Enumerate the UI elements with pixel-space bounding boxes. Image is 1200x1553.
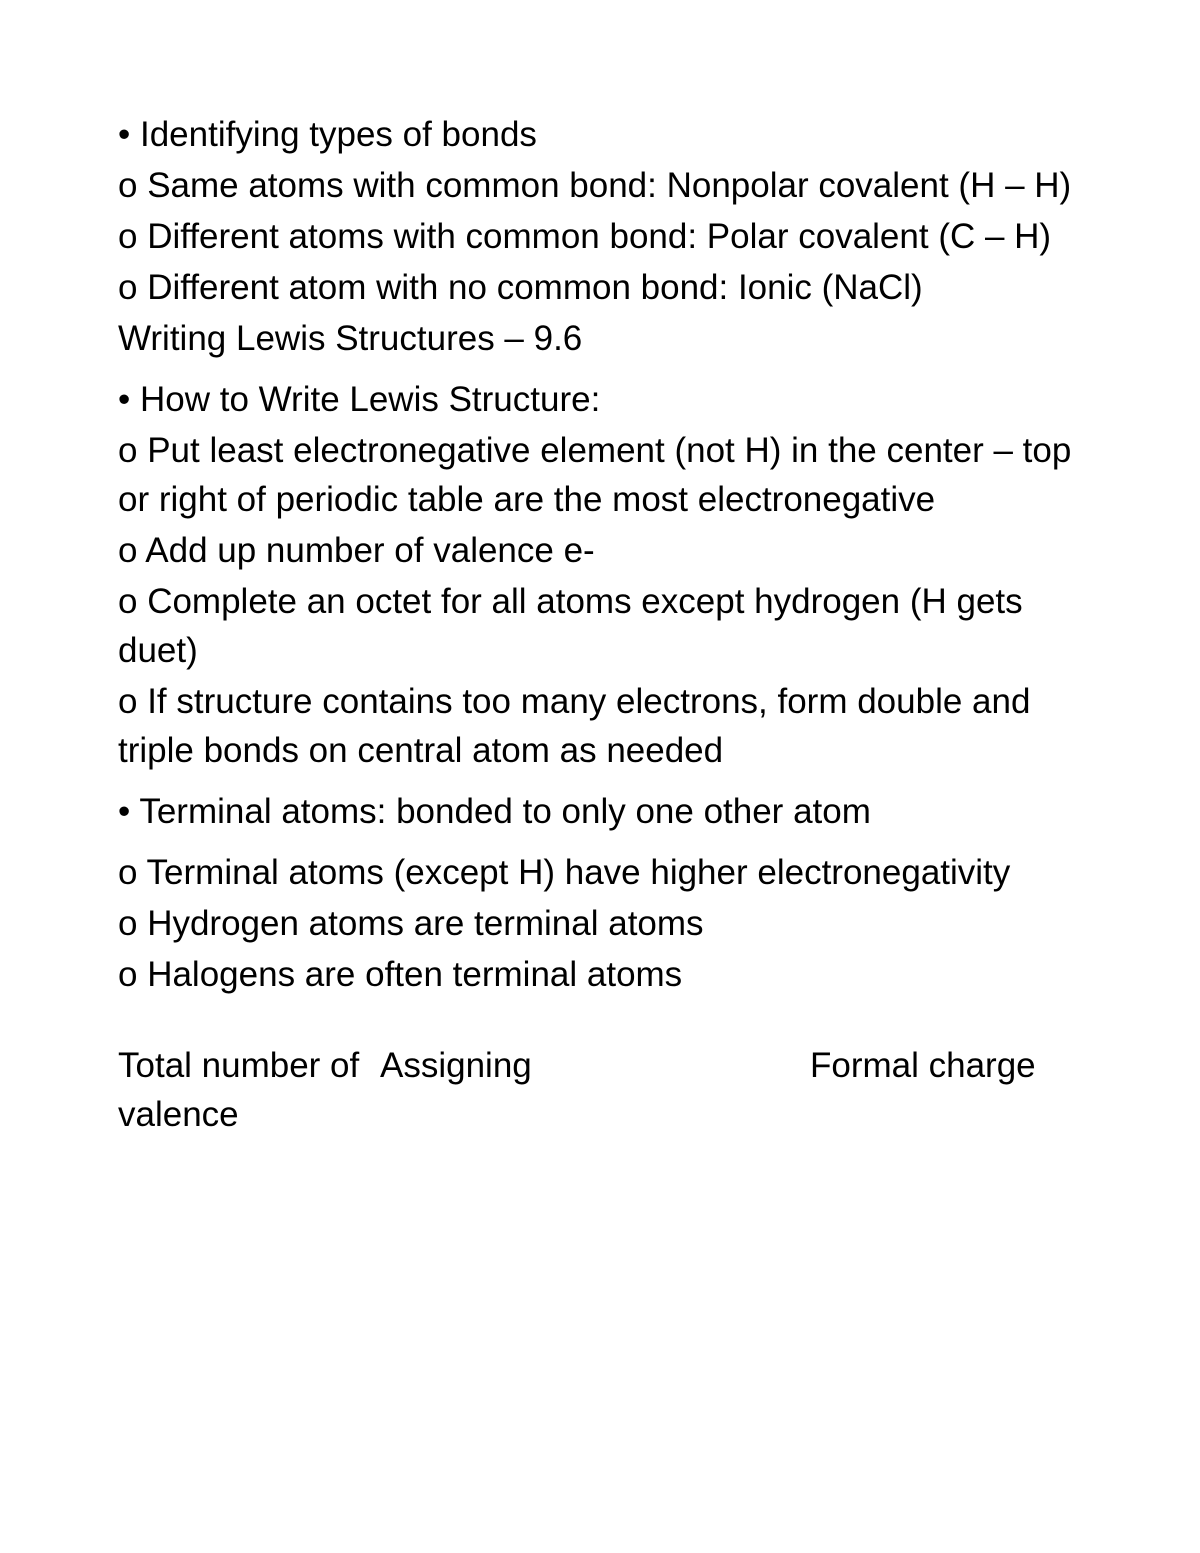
subitem-valence-electrons: o Add up number of valence e-	[118, 526, 1082, 575]
col-assigning: Assigning	[380, 1041, 810, 1139]
subitem-terminal-electronegativity: o Terminal atoms (except H) have higher …	[118, 848, 1082, 897]
document-body: • Identifying types of bonds o Same atom…	[118, 110, 1082, 1139]
subitem-hydrogen-terminal: o Hydrogen atoms are terminal atoms	[118, 899, 1082, 948]
bullet-terminal-atoms: • Terminal atoms: bonded to only one oth…	[118, 787, 1082, 836]
subitem-too-many-electrons: o If structure contains too many electro…	[118, 677, 1082, 775]
subitem-nonpolar-covalent: o Same atoms with common bond: Nonpolar …	[118, 161, 1082, 210]
subitem-ionic: o Different atom with no common bond: Io…	[118, 263, 1082, 312]
subitem-halogens-terminal: o Halogens are often terminal atoms	[118, 950, 1082, 999]
subitem-least-electronegative: o Put least electronegative element (not…	[118, 426, 1082, 524]
bullet-how-to-write: • How to Write Lewis Structure:	[118, 375, 1082, 424]
col-total-valence: Total number of valence	[118, 1041, 380, 1139]
bullet-identifying-bonds: • Identifying types of bonds	[118, 110, 1082, 159]
subitem-polar-covalent: o Different atoms with common bond: Pola…	[118, 212, 1082, 261]
col-formal-charge: Formal charge	[810, 1041, 1082, 1139]
table-header-row: Total number of valence Assigning Formal…	[118, 1041, 1082, 1139]
heading-lewis-structures: Writing Lewis Structures – 9.6	[118, 314, 1082, 363]
subitem-complete-octet: o Complete an octet for all atoms except…	[118, 577, 1082, 675]
